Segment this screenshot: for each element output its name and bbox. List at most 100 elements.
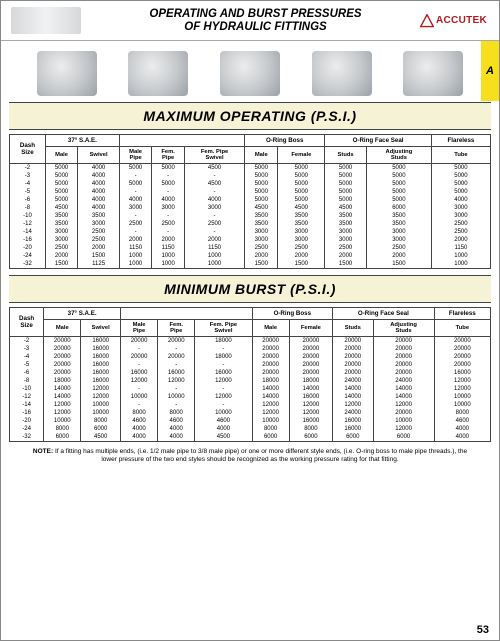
- cell: 2500: [184, 220, 244, 228]
- section-tab: A: [481, 41, 499, 101]
- cell: 4000: [78, 188, 120, 196]
- cell: 14000: [373, 385, 434, 393]
- cell: 4000: [152, 196, 185, 204]
- cell: 5000: [245, 172, 278, 180]
- table-row: -121400012000100001000012000140001600014…: [10, 393, 491, 401]
- cell: -2: [10, 164, 46, 173]
- cell: 16000: [289, 417, 332, 425]
- cell: -: [121, 345, 158, 353]
- cell: 20000: [121, 353, 158, 361]
- col-flareless: Flareless: [431, 135, 490, 147]
- cell: 5000: [431, 164, 490, 173]
- cell: 5000: [278, 172, 325, 180]
- cell: 5000: [325, 188, 367, 196]
- cell: 2500: [45, 244, 77, 252]
- cell: 20000: [333, 353, 373, 361]
- cell: 12000: [333, 401, 373, 409]
- col-oring-boss: O-Ring Boss: [252, 308, 332, 320]
- cell: 6000: [289, 433, 332, 442]
- table-row: -420000160002000020000180002000020000200…: [10, 353, 491, 361]
- cell: 8000: [434, 409, 490, 417]
- cell: 3500: [278, 212, 325, 220]
- cell: -: [184, 188, 244, 196]
- cell: -24: [10, 252, 46, 260]
- cell: 10000: [373, 417, 434, 425]
- cell: 12000: [44, 409, 81, 417]
- cell: 3500: [366, 220, 431, 228]
- cell: 2000: [245, 252, 278, 260]
- cell: 5000: [45, 188, 77, 196]
- cell: 16000: [81, 361, 121, 369]
- cell: 12000: [434, 377, 490, 385]
- cell: 1000: [431, 260, 490, 269]
- cell: 8000: [158, 409, 195, 417]
- fitting-image: [312, 51, 372, 96]
- cell: 3500: [325, 212, 367, 220]
- cell: 2000: [366, 252, 431, 260]
- table-row: -163000250020002000200030003000300030002…: [10, 236, 491, 244]
- cell: 6000: [252, 433, 289, 442]
- cell: 1500: [45, 260, 77, 269]
- cell: 6000: [44, 433, 81, 442]
- cell: 12000: [195, 377, 252, 385]
- cell: 18000: [195, 353, 252, 361]
- cell: -: [184, 172, 244, 180]
- cell: 3500: [78, 212, 120, 220]
- cell: 4000: [78, 204, 120, 212]
- table-row: -450004000500050004500500050005000500050…: [10, 180, 491, 188]
- cell: -: [158, 345, 195, 353]
- cell: 12000: [373, 425, 434, 433]
- cell: 4500: [278, 204, 325, 212]
- cell: -24: [10, 425, 44, 433]
- cell: -: [121, 361, 158, 369]
- cell: 5000: [119, 164, 151, 173]
- cell: -: [152, 188, 185, 196]
- cell: 10000: [44, 417, 81, 425]
- cell: 1150: [184, 244, 244, 252]
- cell: 20000: [373, 409, 434, 417]
- cell: 5000: [45, 180, 77, 188]
- cell: 14000: [252, 393, 289, 401]
- table-row: -845004000300030003000450045004500600030…: [10, 204, 491, 212]
- cell: 5000: [366, 196, 431, 204]
- cell: 20000: [158, 337, 195, 346]
- cell: 4000: [158, 433, 195, 442]
- cell: 2000: [152, 236, 185, 244]
- cell: 5000: [45, 196, 77, 204]
- table-row: -141200010000---120001200012000120001000…: [10, 401, 491, 409]
- cell: -3: [10, 172, 46, 180]
- cell: 3000: [45, 228, 77, 236]
- cell: 20000: [252, 345, 289, 353]
- cell: 3500: [245, 212, 278, 220]
- cell: 12000: [44, 401, 81, 409]
- cell: 4500: [195, 433, 252, 442]
- cell: 3000: [245, 236, 278, 244]
- cell: -16: [10, 409, 44, 417]
- cell: -: [119, 228, 151, 236]
- cell: 1500: [325, 260, 367, 269]
- note-label: NOTE:: [33, 448, 53, 455]
- cell: 5000: [245, 164, 278, 173]
- cell: 4000: [434, 425, 490, 433]
- cell: -: [119, 212, 151, 220]
- cell: 20000: [44, 337, 81, 346]
- cell: 12000: [289, 401, 332, 409]
- cell: 4000: [431, 196, 490, 204]
- cell: -: [152, 172, 185, 180]
- cell: 4000: [195, 425, 252, 433]
- cell: 4600: [121, 417, 158, 425]
- cell: -: [195, 401, 252, 409]
- cell: 20000: [333, 369, 373, 377]
- cell: 16000: [333, 425, 373, 433]
- cell: 20000: [373, 345, 434, 353]
- cell: -14: [10, 228, 46, 236]
- cell: 20000: [252, 337, 289, 346]
- operating-table: DashSize37° S.A.E. O-Ring BossO-Ring Fac…: [1, 130, 499, 269]
- cell: 20000: [434, 337, 490, 346]
- table-row: -202500200011501150115025002500250025001…: [10, 244, 491, 252]
- cell: -32: [10, 433, 44, 442]
- cell: 20000: [434, 345, 490, 353]
- cell: -12: [10, 393, 44, 401]
- table-row: -350004000---50005000500050005000: [10, 172, 491, 180]
- cell: -: [158, 385, 195, 393]
